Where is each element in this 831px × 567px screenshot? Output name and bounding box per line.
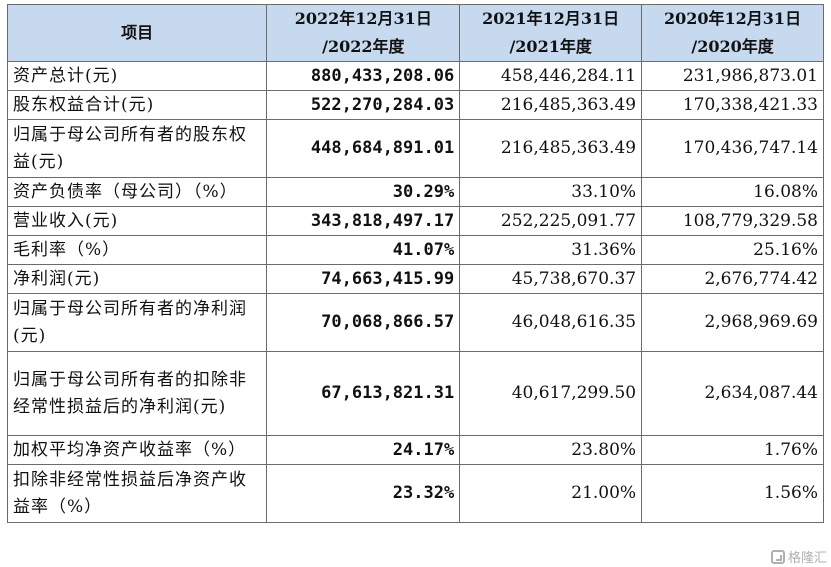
header-2022: 2022年12月31日 /2022年度: [266, 4, 461, 62]
row-item-label: 营业收入(元): [6, 206, 268, 236]
header-2020: 2020年12月31日 /2020年度: [641, 4, 824, 62]
value-2021: 216,485,363.49: [459, 90, 643, 120]
table-header-row: 项目 2022年12月31日 /2022年度 2021年12月31日 /2021…: [6, 4, 824, 62]
value-2021: 23.80%: [459, 435, 643, 465]
value-2022: 880,433,208.06: [266, 61, 461, 91]
table-row: 扣除非经常性损益后净资产收益率（%） 23.32% 21.00% 1.56%: [6, 464, 824, 523]
header-2022-line1: 2022年12月31日: [294, 9, 432, 28]
value-2020: 2,968,969.69: [641, 293, 824, 352]
value-2021: 21.00%: [459, 464, 643, 523]
row-item-label: 净利润(元): [6, 264, 268, 294]
row-item-label: 股东权益合计(元): [6, 90, 268, 120]
row-item-label: 归属于母公司所有者的扣除非经常性损益后的净利润(元): [6, 351, 268, 436]
value-2022: 41.07%: [266, 235, 461, 265]
table-row: 归属于母公司所有者的股东权益(元) 448,684,891.01 216,485…: [6, 119, 824, 178]
value-2022: 23.32%: [266, 464, 461, 523]
value-2020: 170,436,747.14: [641, 119, 824, 178]
value-2021: 216,485,363.49: [459, 119, 643, 178]
value-2021: 252,225,091.77: [459, 206, 643, 236]
value-2021: 458,446,284.11: [459, 61, 643, 91]
value-2021: 45,738,670.37: [459, 264, 643, 294]
table-row: 资产负债率（母公司）（%） 30.29% 33.10% 16.08%: [6, 177, 824, 207]
table-row: 股东权益合计(元) 522,270,284.03 216,485,363.49 …: [6, 90, 824, 120]
value-2020: 231,986,873.01: [641, 61, 824, 91]
header-2021-line2: /2021年度: [509, 37, 592, 56]
financial-data-table: 项目 2022年12月31日 /2022年度 2021年12月31日 /2021…: [6, 4, 824, 523]
value-2022: 24.17%: [266, 435, 461, 465]
value-2022: 343,818,497.17: [266, 206, 461, 236]
value-2021: 33.10%: [459, 177, 643, 207]
row-item-label: 毛利率（%）: [6, 235, 268, 265]
value-2020: 108,779,329.58: [641, 206, 824, 236]
table-row: 加权平均净资产收益率（%） 24.17% 23.80% 1.76%: [6, 435, 824, 465]
row-item-label: 加权平均净资产收益率（%）: [6, 435, 268, 465]
gelonghui-logo-icon: [770, 549, 785, 564]
table-row: 营业收入(元) 343,818,497.17 252,225,091.77 10…: [6, 206, 824, 236]
row-item-label: 资产总计(元): [6, 61, 268, 91]
value-2020: 1.56%: [641, 464, 824, 523]
watermark-text: 格隆汇: [787, 551, 827, 566]
header-item: 项目: [6, 4, 268, 62]
value-2021: 31.36%: [459, 235, 643, 265]
watermark: 格隆汇: [770, 547, 827, 566]
value-2022: 30.29%: [266, 177, 461, 207]
value-2022: 74,663,415.99: [266, 264, 461, 294]
value-2021: 40,617,299.50: [459, 351, 643, 436]
table-row: 归属于母公司所有者的净利润(元) 70,068,866.57 46,048,61…: [6, 293, 824, 352]
value-2022: 67,613,821.31: [266, 351, 461, 436]
row-item-label: 归属于母公司所有者的净利润(元): [6, 293, 268, 352]
header-2020-line1: 2020年12月31日: [664, 9, 802, 28]
header-item-label: 项目: [121, 23, 154, 42]
value-2022: 70,068,866.57: [266, 293, 461, 352]
header-2021: 2021年12月31日 /2021年度: [459, 4, 643, 62]
table-row: 归属于母公司所有者的扣除非经常性损益后的净利润(元) 67,613,821.31…: [6, 351, 824, 436]
row-item-label: 扣除非经常性损益后净资产收益率（%）: [6, 464, 268, 523]
value-2020: 170,338,421.33: [641, 90, 824, 120]
header-2021-line1: 2021年12月31日: [482, 9, 620, 28]
value-2020: 2,634,087.44: [641, 351, 824, 436]
row-item-label: 资产负债率（母公司）（%）: [6, 177, 268, 207]
value-2021: 46,048,616.35: [459, 293, 643, 352]
table-row: 净利润(元) 74,663,415.99 45,738,670.37 2,676…: [6, 264, 824, 294]
header-2022-line2: /2022年度: [322, 37, 405, 56]
value-2020: 2,676,774.42: [641, 264, 824, 294]
value-2022: 448,684,891.01: [266, 119, 461, 178]
value-2020: 1.76%: [641, 435, 824, 465]
table-row: 资产总计(元) 880,433,208.06 458,446,284.11 23…: [6, 61, 824, 91]
table-row: 毛利率（%） 41.07% 31.36% 25.16%: [6, 235, 824, 265]
value-2020: 16.08%: [641, 177, 824, 207]
value-2020: 25.16%: [641, 235, 824, 265]
value-2022: 522,270,284.03: [266, 90, 461, 120]
row-item-label: 归属于母公司所有者的股东权益(元): [6, 119, 268, 178]
header-2020-line2: /2020年度: [691, 37, 774, 56]
